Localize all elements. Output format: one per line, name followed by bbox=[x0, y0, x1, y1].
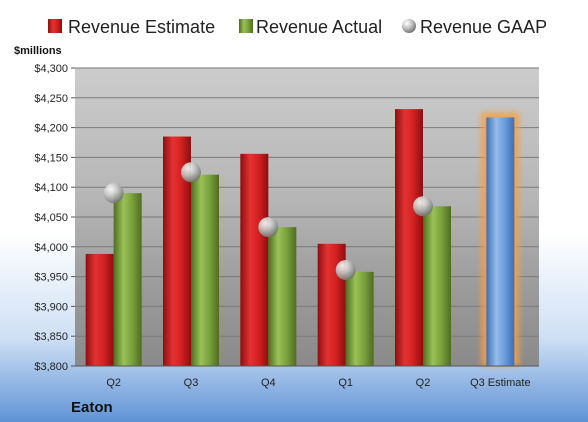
y-tick-label: $4,000 bbox=[34, 242, 68, 254]
gaap-marker bbox=[181, 162, 201, 183]
y-axis-unit: $millions bbox=[14, 45, 62, 57]
estimate-bar bbox=[85, 253, 114, 366]
x-tick-label: Q2 bbox=[416, 377, 431, 389]
y-tick-label: $4,300 bbox=[34, 63, 68, 75]
legend-label-gaap: Revenue GAAP bbox=[420, 17, 547, 37]
x-axis-ticks: Q2 Q3 Q4 Q1 Q2 Q3 Estimate bbox=[106, 377, 530, 389]
gaap-marker bbox=[258, 217, 279, 238]
y-tick-label: $4,200 bbox=[34, 123, 68, 135]
gaap-marker bbox=[103, 183, 124, 204]
x-tick-label: Q3 bbox=[184, 377, 199, 389]
y-tick-label: $3,900 bbox=[34, 301, 68, 313]
legend-label-actual: Revenue Actual bbox=[256, 17, 382, 37]
legend: Revenue Estimate Revenue Actual Revenue … bbox=[48, 17, 547, 37]
x-tick-label: Q1 bbox=[338, 377, 353, 389]
actual-bar bbox=[345, 271, 374, 366]
gridlines bbox=[75, 67, 539, 367]
y-tick-label: $3,850 bbox=[34, 331, 68, 343]
estimate-bar bbox=[395, 109, 423, 367]
estimate-bar bbox=[240, 153, 269, 366]
x-tick-label: Q4 bbox=[261, 377, 276, 389]
x-tick-label: Q3 Estimate bbox=[470, 377, 531, 389]
gaap-marker bbox=[335, 260, 356, 281]
x-tick-label: Q2 bbox=[106, 377, 121, 389]
actual-bar bbox=[268, 227, 297, 366]
y-tick-label: $4,050 bbox=[34, 212, 68, 224]
legend-swatch-actual bbox=[239, 19, 253, 33]
y-tick-label: $4,250 bbox=[34, 93, 68, 105]
y-axis-ticks: $3,800 $3,850 $3,900 $3,950 $4,000 $4,050 $4,1… bbox=[34, 63, 75, 373]
gaap-marker bbox=[413, 196, 433, 217]
actual-bar bbox=[191, 174, 219, 366]
q3-estimate-bar bbox=[486, 117, 515, 366]
y-tick-label: $3,800 bbox=[34, 361, 68, 373]
y-tick-label: $4,100 bbox=[34, 182, 68, 194]
y-tick-label: $3,950 bbox=[34, 272, 68, 284]
legend-label-estimate: Revenue Estimate bbox=[68, 17, 215, 37]
y-tick-label: $4,150 bbox=[34, 152, 68, 164]
actual-bar bbox=[423, 206, 451, 366]
legend-marker-gaap bbox=[402, 19, 416, 33]
legend-swatch-estimate bbox=[48, 19, 62, 33]
bars bbox=[85, 109, 520, 367]
company-name: Eaton bbox=[71, 399, 113, 416]
gaap-markers bbox=[103, 162, 433, 281]
actual-bar bbox=[113, 193, 142, 366]
